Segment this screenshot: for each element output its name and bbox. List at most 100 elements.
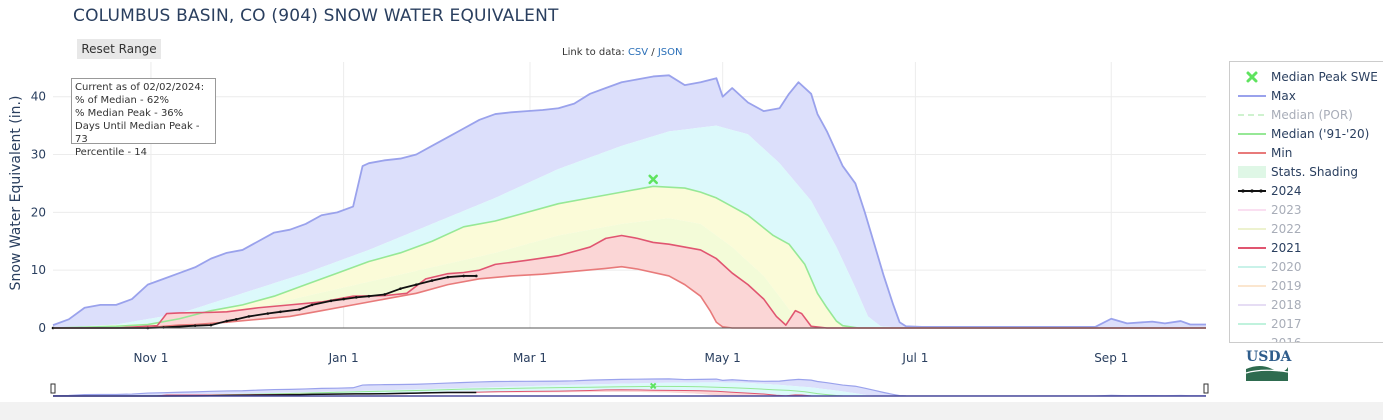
range-peak-marker bbox=[649, 382, 657, 390]
y-tick-label: 0 bbox=[38, 321, 46, 335]
legend-label: 2021 bbox=[1271, 241, 1302, 255]
legend-symbol bbox=[1238, 133, 1266, 135]
reset-range-button[interactable]: Reset Range bbox=[77, 39, 161, 59]
legend-label: 2024 bbox=[1271, 184, 1302, 198]
legend-label: 2019 bbox=[1271, 279, 1302, 293]
legend-label: Median (POR) bbox=[1271, 108, 1353, 122]
range-max-line bbox=[52, 378, 1206, 397]
point-2024 bbox=[279, 310, 282, 314]
y-tick-label: 10 bbox=[31, 263, 46, 277]
median-peak-marker bbox=[648, 174, 658, 185]
legend-label: 2016 bbox=[1271, 336, 1302, 343]
legend-label: 2017 bbox=[1271, 317, 1302, 331]
point-2024 bbox=[234, 318, 238, 321]
legend[interactable]: Median Peak SWE Max Median (POR) Median ('9… bbox=[1229, 61, 1383, 343]
info-line-3: % Median Peak - 36% bbox=[75, 108, 184, 119]
max-band bbox=[53, 75, 1206, 328]
legend-symbol bbox=[1238, 152, 1266, 154]
legend-label: Max bbox=[1271, 89, 1296, 103]
legend-item[interactable]: Median ('91-'20) bbox=[1230, 125, 1383, 144]
point-2024 bbox=[193, 324, 197, 327]
legend-item[interactable]: Max bbox=[1230, 87, 1383, 106]
p75-band bbox=[53, 125, 1206, 328]
median-line bbox=[52, 185, 1206, 329]
legend-item[interactable]: Stats. Shading bbox=[1230, 163, 1383, 182]
legend-symbol bbox=[1238, 189, 1266, 193]
legend-symbol bbox=[1238, 304, 1266, 306]
legend-label: Median ('91-'20) bbox=[1271, 127, 1370, 141]
series-lines bbox=[52, 74, 1206, 329]
legend-item[interactable]: 2019 bbox=[1230, 277, 1383, 296]
legend-item[interactable]: 2020 bbox=[1230, 258, 1383, 277]
legend-label: Median Peak SWE bbox=[1271, 70, 1378, 84]
legend-symbol bbox=[1238, 266, 1266, 268]
legend-item[interactable]: 2018 bbox=[1230, 296, 1383, 315]
legend-label: 2022 bbox=[1271, 222, 1302, 236]
range-handle-right[interactable] bbox=[1203, 383, 1209, 394]
legend-symbol bbox=[1235, 334, 1269, 343]
bottom-bar bbox=[0, 402, 1383, 420]
chart-title: COLUMBUS BASIN, CO (904) SNOW WATER EQUI… bbox=[73, 6, 559, 26]
axes: Nov 1 Jan 1 Mar 1 May 1 Jul 1 Sep 1 0 10 20 30 40 bbox=[31, 90, 1206, 365]
legend-item[interactable]: 2022 bbox=[1230, 220, 1383, 239]
x-tick-label: Jan 1 bbox=[328, 351, 359, 365]
x-tick-label: Nov 1 bbox=[133, 351, 168, 365]
legend-symbol bbox=[1238, 285, 1266, 287]
point-2024 bbox=[247, 315, 251, 318]
legend-label: Min bbox=[1271, 146, 1293, 160]
point-2024 bbox=[342, 297, 345, 301]
shaded-bands bbox=[53, 75, 1206, 328]
point-2024 bbox=[310, 303, 314, 307]
legend-symbol bbox=[1238, 95, 1266, 97]
y-tick-label: 20 bbox=[31, 205, 46, 219]
max-line bbox=[52, 74, 1206, 328]
usda-logo-text: USDA bbox=[1246, 349, 1292, 365]
point-2024 bbox=[474, 274, 478, 278]
links-prefix: Link to data: bbox=[562, 47, 628, 58]
links-separator: / bbox=[648, 47, 658, 58]
legend-label: 2023 bbox=[1271, 203, 1302, 217]
current-status-box: Current as of 02/02/2024: % of Median - … bbox=[71, 78, 216, 158]
point-2024 bbox=[298, 308, 301, 311]
legend-item[interactable]: 2024 bbox=[1230, 182, 1383, 201]
data-links: Link to data: CSV / JSON bbox=[562, 47, 683, 58]
info-line-5: Percentile - 14 bbox=[75, 147, 148, 158]
json-link[interactable]: JSON bbox=[657, 47, 683, 58]
range-handle-left[interactable] bbox=[50, 383, 56, 394]
legend-item[interactable]: 2021 bbox=[1230, 239, 1383, 258]
range-max-band bbox=[53, 378, 1206, 396]
x-tick-label: Jul 1 bbox=[901, 351, 928, 365]
min-band bbox=[53, 235, 1206, 328]
info-line-4: Days Until Median Peak - 73 bbox=[75, 121, 200, 145]
x-tick-label: Sep 1 bbox=[1094, 351, 1128, 365]
info-line-1: Current as of 02/02/2024: bbox=[75, 82, 205, 93]
point-2024 bbox=[367, 294, 371, 298]
min-line bbox=[53, 265, 1206, 329]
y-axis-label: Snow Water Equivalent (in.) bbox=[8, 96, 24, 291]
range-slider[interactable] bbox=[50, 378, 1209, 397]
legend-item[interactable]: 2023 bbox=[1230, 201, 1383, 220]
x-tick-label: Mar 1 bbox=[513, 351, 547, 365]
y-tick-label: 30 bbox=[31, 148, 46, 162]
legend-item[interactable]: 2017 bbox=[1230, 315, 1383, 334]
point-2024 bbox=[354, 296, 358, 299]
legend-item[interactable]: 2016 bbox=[1230, 334, 1383, 343]
point-2024 bbox=[446, 275, 450, 279]
info-line-2: % of Median - 62% bbox=[75, 95, 170, 106]
point-2024 bbox=[430, 279, 434, 282]
legend-symbol bbox=[1238, 323, 1266, 325]
legend-symbol bbox=[1238, 114, 1266, 116]
legend-symbol bbox=[1238, 166, 1266, 178]
point-2024 bbox=[383, 293, 386, 296]
legend-symbol bbox=[1238, 247, 1266, 249]
legend-item[interactable]: Min bbox=[1230, 144, 1383, 163]
legend-item[interactable]: Median (POR) bbox=[1230, 106, 1383, 125]
legend-item[interactable]: Median Peak SWE bbox=[1230, 68, 1383, 87]
point-2024 bbox=[266, 312, 270, 315]
point-2024 bbox=[414, 283, 418, 286]
legend-symbol bbox=[1246, 71, 1258, 83]
point-2024 bbox=[399, 287, 402, 290]
csv-link[interactable]: CSV bbox=[627, 47, 649, 58]
legend-label: Stats. Shading bbox=[1271, 165, 1359, 179]
